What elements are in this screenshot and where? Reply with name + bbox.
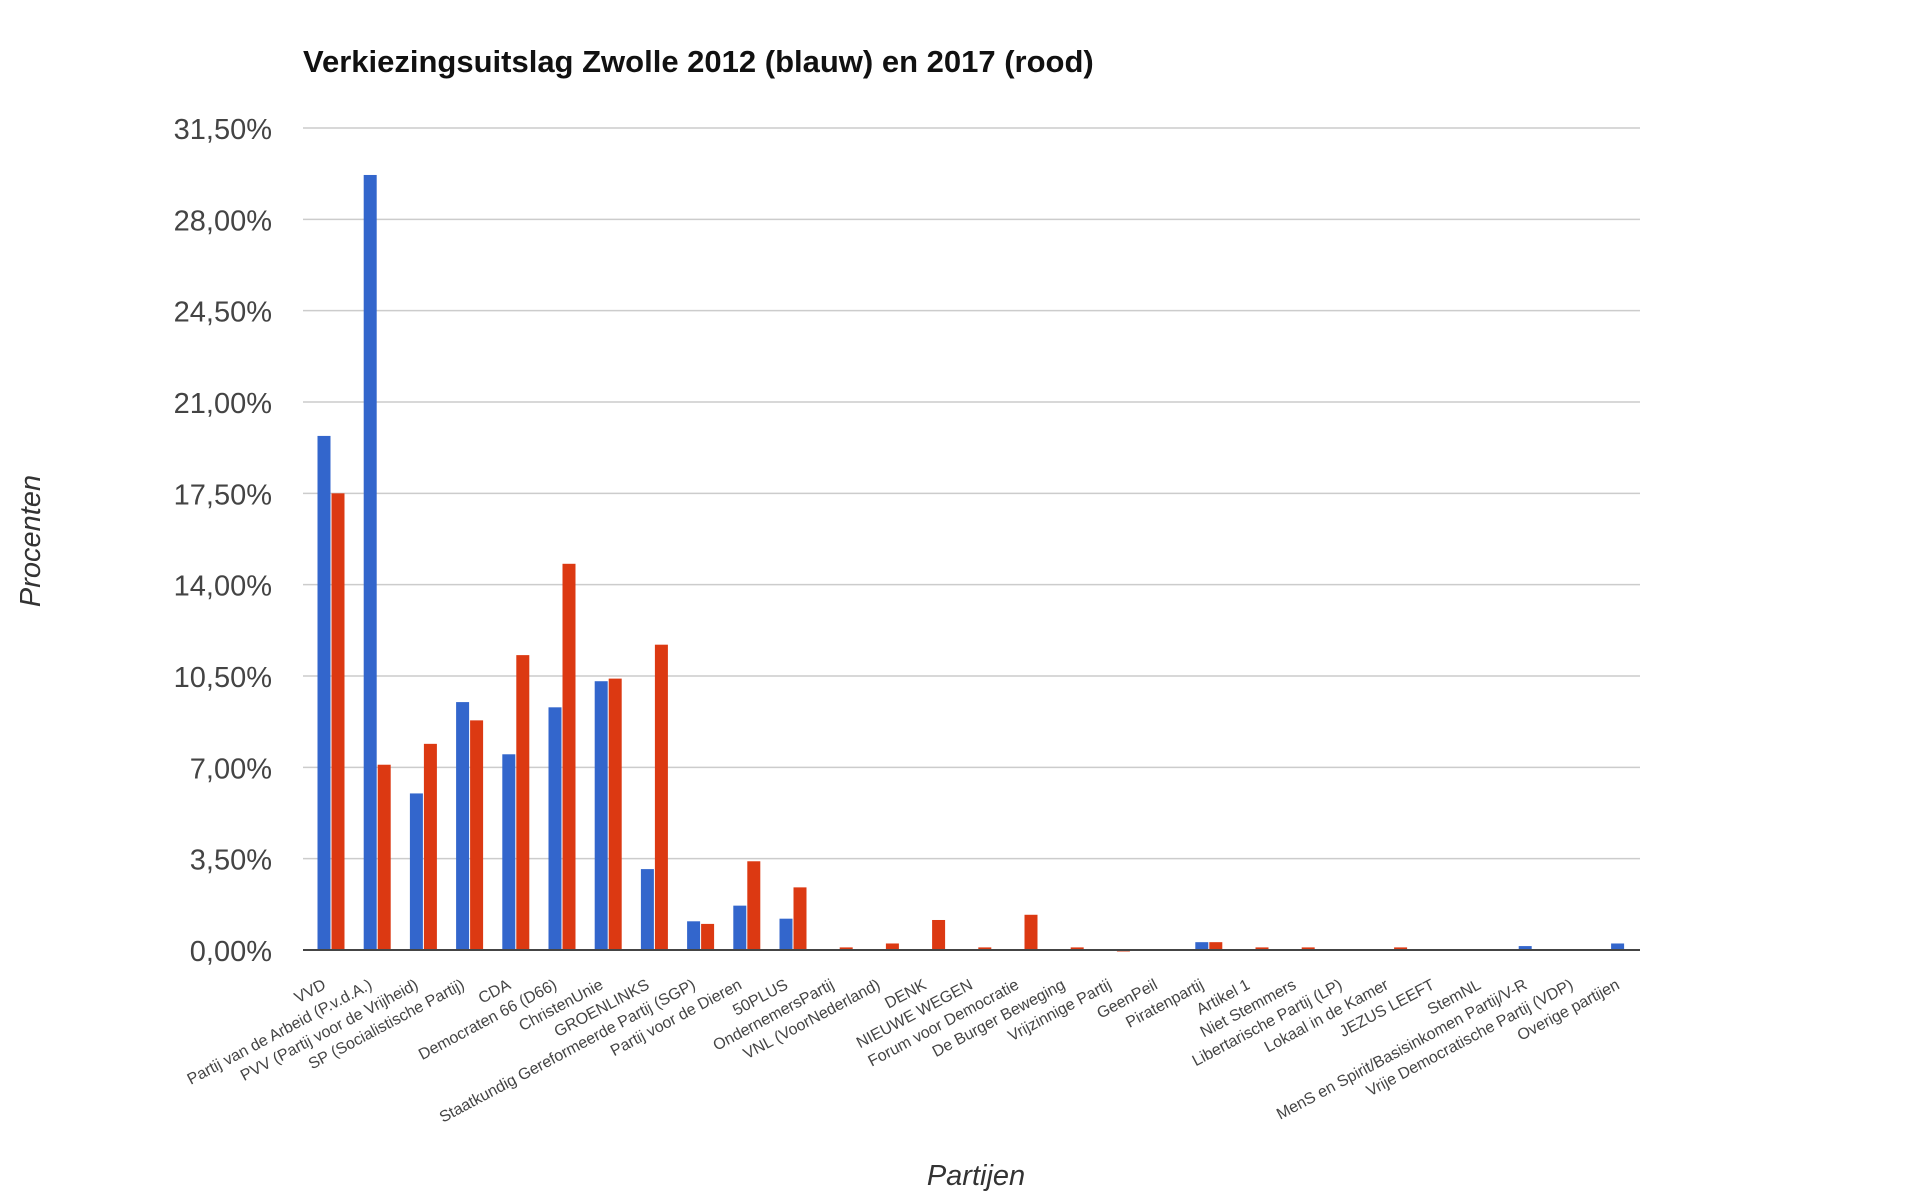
y-axis-title: Procenten	[15, 475, 47, 607]
bar-2017-0	[331, 493, 345, 950]
bar-2017-6	[608, 678, 622, 950]
x-axis-title: Partijen	[927, 1160, 1025, 1192]
bar-2017-3	[470, 720, 484, 950]
bar-2017-15	[1024, 914, 1038, 950]
x-tick-label: Partij van de Arbeid (P.v.d.A.)	[185, 977, 375, 1089]
bar-2017-20	[1255, 947, 1269, 950]
bar-2012-26	[1518, 946, 1532, 950]
bar-2017-5	[562, 563, 576, 950]
y-axis-tick-labels: 0,00% 3,50% 7,00% 10,50% 14,00% 17,50% 21,00% 2…	[174, 114, 272, 968]
bar-2017-8	[701, 923, 715, 950]
bar-2012-6	[594, 681, 608, 950]
y-tick-label: 28,00%	[174, 205, 272, 237]
bar-2012-28	[1611, 943, 1625, 950]
y-tick-label: 31,50%	[174, 114, 272, 146]
bar-2012-4	[502, 754, 516, 950]
bar-2012-2	[409, 793, 423, 950]
y-tick-label: 17,50%	[174, 479, 272, 511]
bar-2017-14	[978, 947, 992, 950]
bar-2012-19	[1195, 942, 1209, 950]
bar-2017-7	[654, 644, 668, 950]
bar-2012-8	[687, 921, 701, 950]
bar-2017-21	[1301, 947, 1315, 950]
y-tick-label: 14,00%	[174, 571, 272, 603]
bar-2017-10	[793, 887, 807, 950]
bar-2017-2	[423, 743, 437, 950]
bar-2012-1	[363, 174, 377, 950]
y-tick-label: 0,00%	[190, 936, 272, 968]
bar-2017-19	[1209, 942, 1223, 950]
bars	[317, 174, 1625, 952]
bar-2017-11	[839, 947, 853, 950]
chart-title: Verkiezingsuitslag Zwolle 2012 (blauw) e…	[303, 44, 1094, 79]
bar-2012-0	[317, 435, 331, 950]
bar-2012-3	[456, 702, 470, 950]
y-tick-label: 10,50%	[174, 662, 272, 694]
bar-2017-13	[932, 919, 946, 950]
bar-2017-23	[1394, 947, 1408, 950]
y-tick-label: 7,00%	[190, 753, 272, 785]
gridlines	[303, 127, 1640, 860]
bar-2017-4	[516, 655, 530, 950]
bar-2017-1	[377, 764, 391, 950]
bar-2012-5	[548, 707, 562, 950]
bar-2012-9	[733, 905, 747, 950]
y-tick-label: 24,50%	[174, 297, 272, 329]
bar-2017-12	[885, 943, 899, 950]
bar-2012-10	[779, 918, 793, 950]
y-tick-label: 3,50%	[190, 845, 272, 877]
bar-2017-16	[1070, 947, 1084, 950]
bar-2012-7	[640, 869, 654, 950]
y-tick-label: 21,00%	[174, 388, 272, 420]
bar-2017-9	[747, 861, 761, 950]
